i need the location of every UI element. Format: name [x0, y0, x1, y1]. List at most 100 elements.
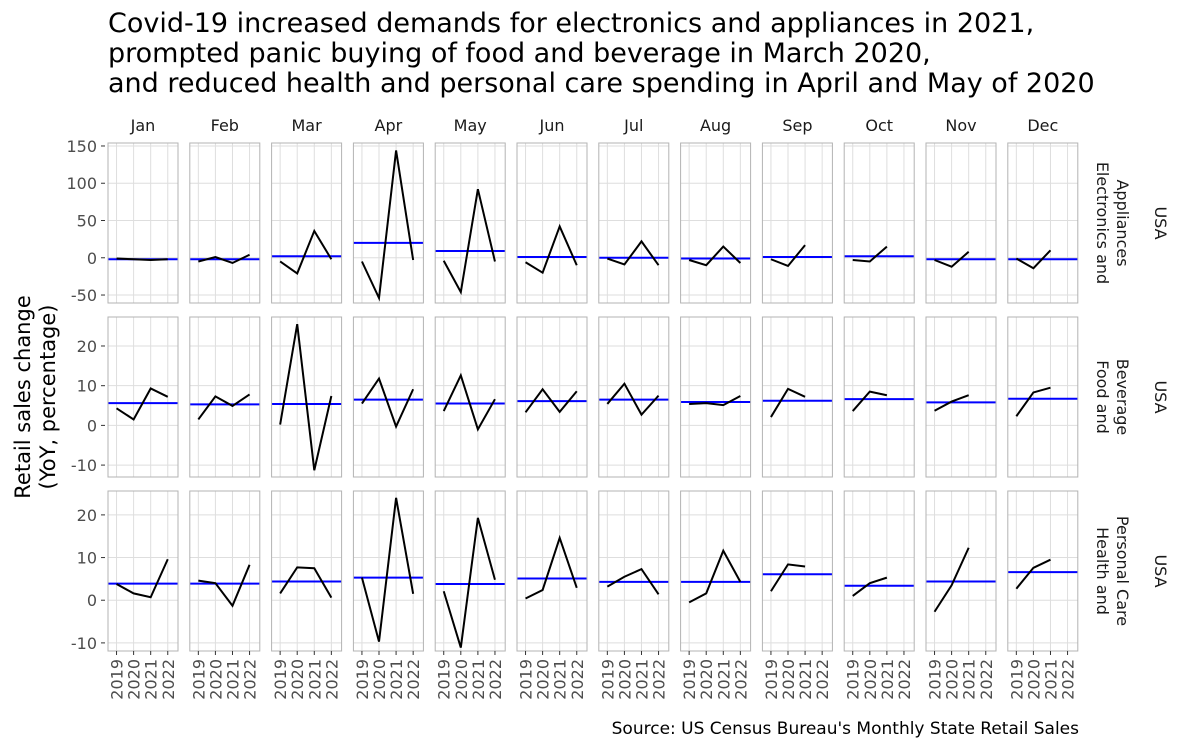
- data-line: [279, 228, 333, 275]
- region-strip: USA: [1151, 206, 1170, 239]
- column-strip: Oct: [865, 116, 893, 135]
- x-tick-label: 2022: [1059, 659, 1078, 700]
- x-tick-label: 2022: [486, 659, 505, 700]
- column-strip: Jul: [623, 116, 643, 135]
- data-line: [851, 390, 888, 412]
- panel-border: [352, 142, 424, 304]
- panel-border: [516, 316, 588, 478]
- data-line: [116, 558, 169, 599]
- panel-border: [843, 490, 915, 652]
- data-line: [279, 323, 333, 471]
- x-tick-label: 2019: [517, 659, 536, 700]
- x-tick-label: 2019: [926, 659, 945, 700]
- x-tick-label: 2021: [878, 659, 897, 700]
- x-tick-label: 2020: [697, 659, 716, 700]
- data-line: [770, 563, 806, 592]
- x-tick-label: 2020: [370, 659, 389, 700]
- data-line: [279, 566, 333, 599]
- data-line: [525, 534, 578, 600]
- panel-border: [189, 142, 261, 304]
- y-tick-label: 150: [66, 137, 97, 156]
- x-tick-label: 2020: [125, 659, 144, 700]
- panel-border: [761, 490, 833, 652]
- panel-background: [435, 317, 506, 477]
- panel-background: [517, 491, 587, 651]
- panel-background: [844, 317, 915, 477]
- panel-border: [107, 316, 179, 478]
- y-tick-label: -50: [71, 286, 97, 305]
- x-tick-label: 2021: [305, 659, 324, 700]
- panel-border: [434, 316, 506, 478]
- chart-title: prompted panic buying of food and bevera…: [108, 38, 931, 69]
- data-line: [198, 253, 250, 265]
- y-tick-label: 20: [77, 506, 97, 525]
- data-line: [361, 376, 415, 430]
- panel-border: [434, 142, 506, 304]
- panel-border: [107, 142, 179, 304]
- x-tick-label: 2021: [551, 659, 570, 700]
- data-line: [525, 223, 578, 275]
- x-tick-label: 2022: [813, 659, 832, 700]
- column-strip: Aug: [700, 116, 731, 135]
- x-tick-label: 2022: [404, 659, 423, 700]
- chart-title: Covid-19 increased demands for electroni…: [108, 8, 1034, 39]
- panel-border: [189, 316, 261, 478]
- panel-border: [680, 490, 752, 652]
- row-strip: Appliances: [1113, 179, 1132, 266]
- panel-background: [926, 491, 996, 651]
- panel-border: [598, 142, 670, 304]
- data-line: [688, 245, 742, 267]
- panel-border: [680, 142, 752, 304]
- data-line: [607, 239, 660, 266]
- data-line: [934, 251, 970, 268]
- panel-background: [598, 143, 669, 303]
- data-line: [524, 387, 578, 414]
- data-line: [770, 244, 806, 268]
- y-tick-label: 0: [87, 416, 97, 435]
- x-tick-label: 2020: [615, 659, 634, 700]
- panel-background: [844, 491, 915, 651]
- panel-background: [517, 143, 587, 303]
- x-tick-label: 2020: [206, 659, 225, 700]
- panel-background: [189, 317, 260, 477]
- x-tick-label: 2019: [680, 659, 699, 700]
- row-strip: Food and: [1093, 360, 1112, 434]
- data-line: [197, 393, 251, 421]
- panel-border: [516, 142, 588, 304]
- panel-border: [680, 316, 752, 478]
- panel-border: [271, 142, 343, 304]
- y-tick-label: 10: [77, 549, 97, 568]
- panel-border: [925, 490, 997, 652]
- data-line: [934, 394, 970, 412]
- y-tick-label: 50: [77, 212, 97, 231]
- panel-background: [762, 491, 833, 651]
- panel-border: [925, 316, 997, 478]
- row-strip: Beverage: [1113, 359, 1132, 436]
- panel-background: [353, 317, 424, 477]
- panel-border: [107, 490, 179, 652]
- data-line: [361, 150, 415, 302]
- panel-border: [598, 316, 670, 478]
- data-line: [442, 188, 496, 296]
- panel-background: [108, 491, 178, 651]
- x-tick-label: 2019: [353, 659, 372, 700]
- panel-background: [1007, 491, 1078, 651]
- data-line: [116, 257, 168, 262]
- data-line: [1015, 386, 1051, 417]
- data-line: [1015, 558, 1051, 590]
- y-tick-label: 100: [66, 174, 97, 193]
- panel-background: [598, 491, 669, 651]
- column-strip: Nov: [945, 116, 976, 135]
- panel-border: [761, 316, 833, 478]
- panel-background: [844, 143, 915, 303]
- panel-border: [1007, 490, 1079, 652]
- x-tick-label: 2021: [796, 659, 815, 700]
- x-tick-label: 2021: [142, 659, 161, 700]
- panel-background: [271, 491, 342, 651]
- data-line: [606, 567, 660, 595]
- x-tick-label: 2022: [159, 659, 178, 700]
- data-line: [852, 576, 888, 597]
- x-tick-label: 2019: [189, 659, 208, 700]
- x-tick-label: 2021: [714, 659, 733, 700]
- data-line: [688, 548, 742, 604]
